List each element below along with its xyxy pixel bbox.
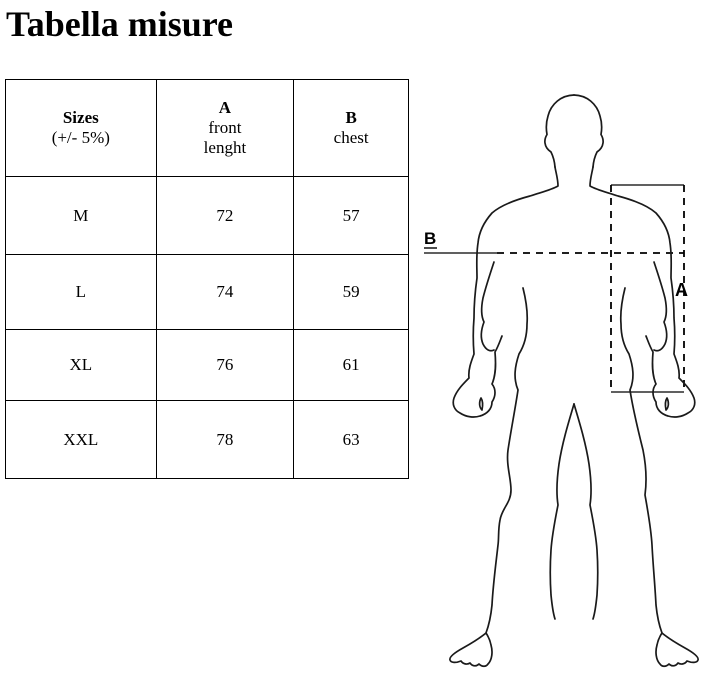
svg-text:B: B bbox=[424, 229, 436, 248]
svg-text:A: A bbox=[675, 280, 688, 300]
